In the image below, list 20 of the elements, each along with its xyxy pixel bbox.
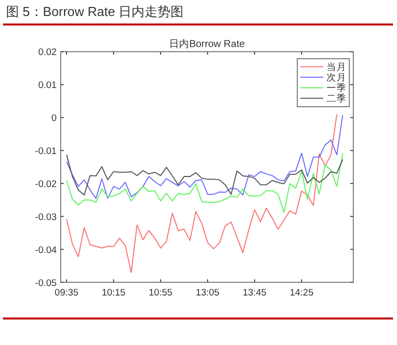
y-tick-label: -0.02 [35,178,57,190]
x-tick-label: 14:25 [290,287,314,298]
y-tick-label: 0.02 [38,47,57,58]
y-tick-label: -0.05 [35,278,57,289]
y-tick-label: 0 [51,113,57,124]
x-tick-label: 10:15 [102,287,126,298]
y-tick-label: -0.04 [35,244,57,256]
y-tick-label: -0.03 [35,212,57,223]
legend-label: 一季 [326,82,346,94]
legend-label: 当月 [326,61,346,74]
chart-subtitle: 日内Borrow Rate [169,38,246,50]
x-tick-label: 10:55 [148,287,172,298]
x-tick-label: 13:45 [242,287,266,298]
x-tick-label: 09:35 [54,287,78,298]
legend-label: 次月 [326,72,346,84]
x-tick-label: 13:05 [196,287,220,298]
legend-label: 二季 [326,92,346,105]
y-tick-label: 0.01 [38,80,57,92]
y-tick-label: -0.01 [35,146,57,158]
title: 图 5：Borrow Rate 日内走势图 [6,4,184,19]
